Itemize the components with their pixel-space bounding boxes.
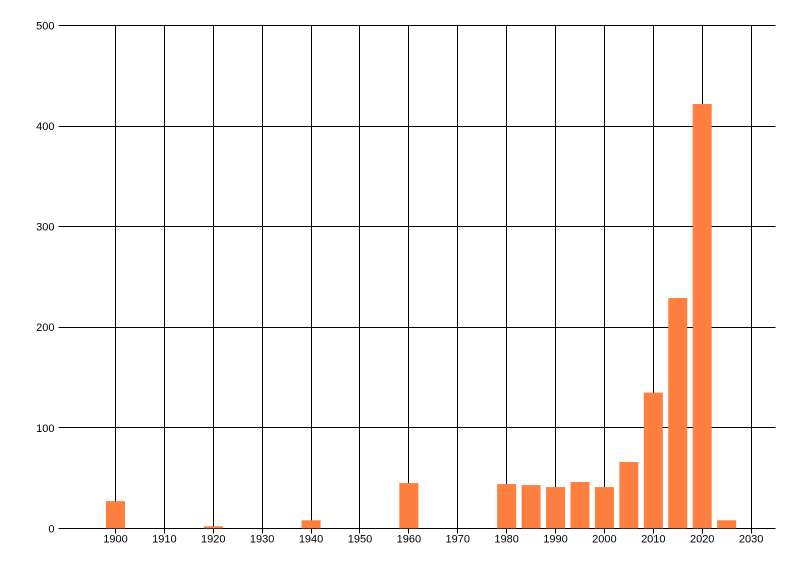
- svg-text:0: 0: [48, 523, 54, 535]
- svg-text:1910: 1910: [152, 533, 176, 545]
- svg-text:1930: 1930: [250, 533, 274, 545]
- svg-text:500: 500: [36, 21, 54, 33]
- svg-text:1900: 1900: [103, 533, 127, 545]
- svg-text:1970: 1970: [446, 533, 470, 545]
- svg-text:2000: 2000: [592, 533, 616, 545]
- svg-text:1940: 1940: [299, 533, 323, 545]
- svg-text:2020: 2020: [690, 533, 714, 545]
- svg-text:100: 100: [36, 423, 54, 435]
- svg-text:1990: 1990: [543, 533, 567, 545]
- svg-text:1920: 1920: [201, 533, 225, 545]
- svg-text:1950: 1950: [348, 533, 372, 545]
- svg-text:200: 200: [36, 322, 54, 334]
- svg-text:400: 400: [36, 121, 54, 133]
- svg-text:1960: 1960: [397, 533, 421, 545]
- svg-text:1980: 1980: [494, 533, 518, 545]
- svg-text:2030: 2030: [739, 533, 763, 545]
- svg-text:300: 300: [36, 222, 54, 234]
- svg-text:2010: 2010: [641, 533, 665, 545]
